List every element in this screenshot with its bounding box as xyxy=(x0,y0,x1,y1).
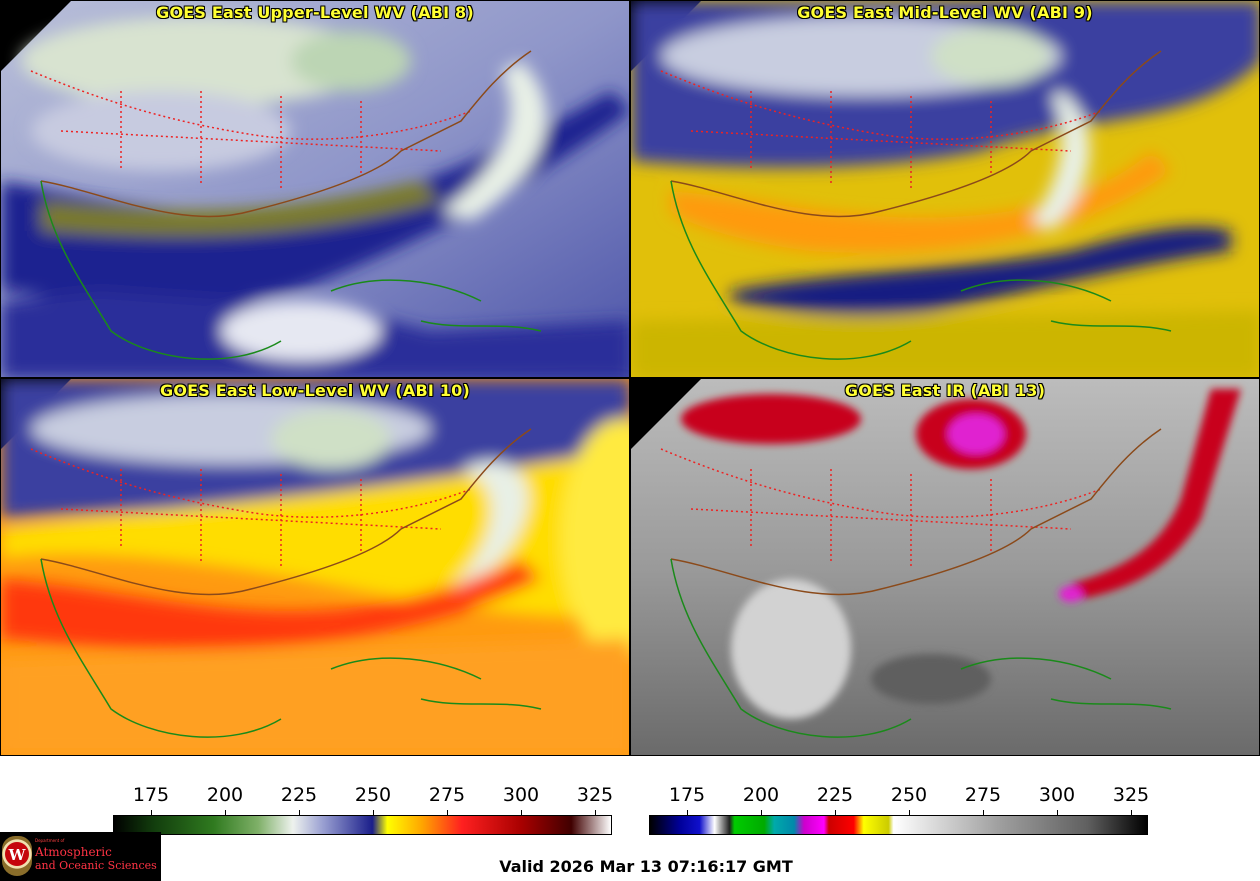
ir-tick-mark xyxy=(1057,810,1058,815)
panel-title-low-wv: GOES East Low-Level WV (ABI 10) xyxy=(159,381,470,400)
ir-tick-label: 250 xyxy=(890,784,928,806)
ir-tick-label: 325 xyxy=(1112,784,1150,806)
wv-tick-mark xyxy=(521,810,522,815)
ir-tick-mark xyxy=(687,810,688,815)
wv-tick-mark xyxy=(151,810,152,815)
wv-tick-mark xyxy=(595,810,596,815)
panel-upper-wv: GOES East Upper-Level WV (ABI 8) xyxy=(0,0,630,378)
wv-tick-label: 175 xyxy=(132,784,170,806)
wv-tick-label: 325 xyxy=(576,784,614,806)
ir-tick-label: 225 xyxy=(816,784,854,806)
upper-wv-borders xyxy=(30,50,542,360)
wv-tick-label: 300 xyxy=(502,784,540,806)
ir-tick-mark xyxy=(983,810,984,815)
wv-tick-mark xyxy=(299,810,300,815)
ir-tick-label: 300 xyxy=(1038,784,1076,806)
upper-wv-image xyxy=(1,1,629,377)
panel-title-ir: GOES East IR (ABI 13) xyxy=(844,381,1046,400)
low-wv-image xyxy=(1,379,629,755)
panel-title-mid-wv: GOES East Mid-Level WV (ABI 9) xyxy=(797,3,1093,22)
ir-tick-label: 175 xyxy=(668,784,706,806)
ir-image xyxy=(631,379,1259,755)
ir-tick-mark xyxy=(1131,810,1132,815)
ir-tick-label: 275 xyxy=(964,784,1002,806)
wv-tick-label: 250 xyxy=(354,784,392,806)
valid-time: Valid 2026 Mar 13 07:16:17 GMT xyxy=(499,857,793,876)
ir-tick-mark xyxy=(761,810,762,815)
panel-low-wv: GOES East Low-Level WV (ABI 10) xyxy=(0,378,630,756)
ir-tick-label: 200 xyxy=(742,784,780,806)
wv-tick-mark xyxy=(447,810,448,815)
panel-title-upper-wv: GOES East Upper-Level WV (ABI 8) xyxy=(156,3,474,22)
logo-line-atmospheric: Atmospheric xyxy=(35,845,112,859)
uw-crest-icon: W xyxy=(2,836,32,876)
panel-ir: GOES East IR (ABI 13) xyxy=(630,378,1260,756)
ir-colorbar xyxy=(649,815,1148,835)
wv-colorbar xyxy=(113,815,612,835)
wv-tick-mark xyxy=(373,810,374,815)
wv-tick-label: 200 xyxy=(206,784,244,806)
ir-tick-mark xyxy=(835,810,836,815)
mid-wv-image xyxy=(631,1,1259,377)
panel-mid-wv: GOES East Mid-Level WV (ABI 9) xyxy=(630,0,1260,378)
aos-logo: W Department of Atmospheric and Oceanic … xyxy=(0,832,161,881)
wv-tick-mark xyxy=(225,810,226,815)
wv-tick-label: 275 xyxy=(428,784,466,806)
ir-tick-mark xyxy=(909,810,910,815)
wv-tick-label: 225 xyxy=(280,784,318,806)
logo-dept: Department of xyxy=(35,838,65,843)
logo-line-oceanic: and Oceanic Sciences xyxy=(35,859,157,872)
